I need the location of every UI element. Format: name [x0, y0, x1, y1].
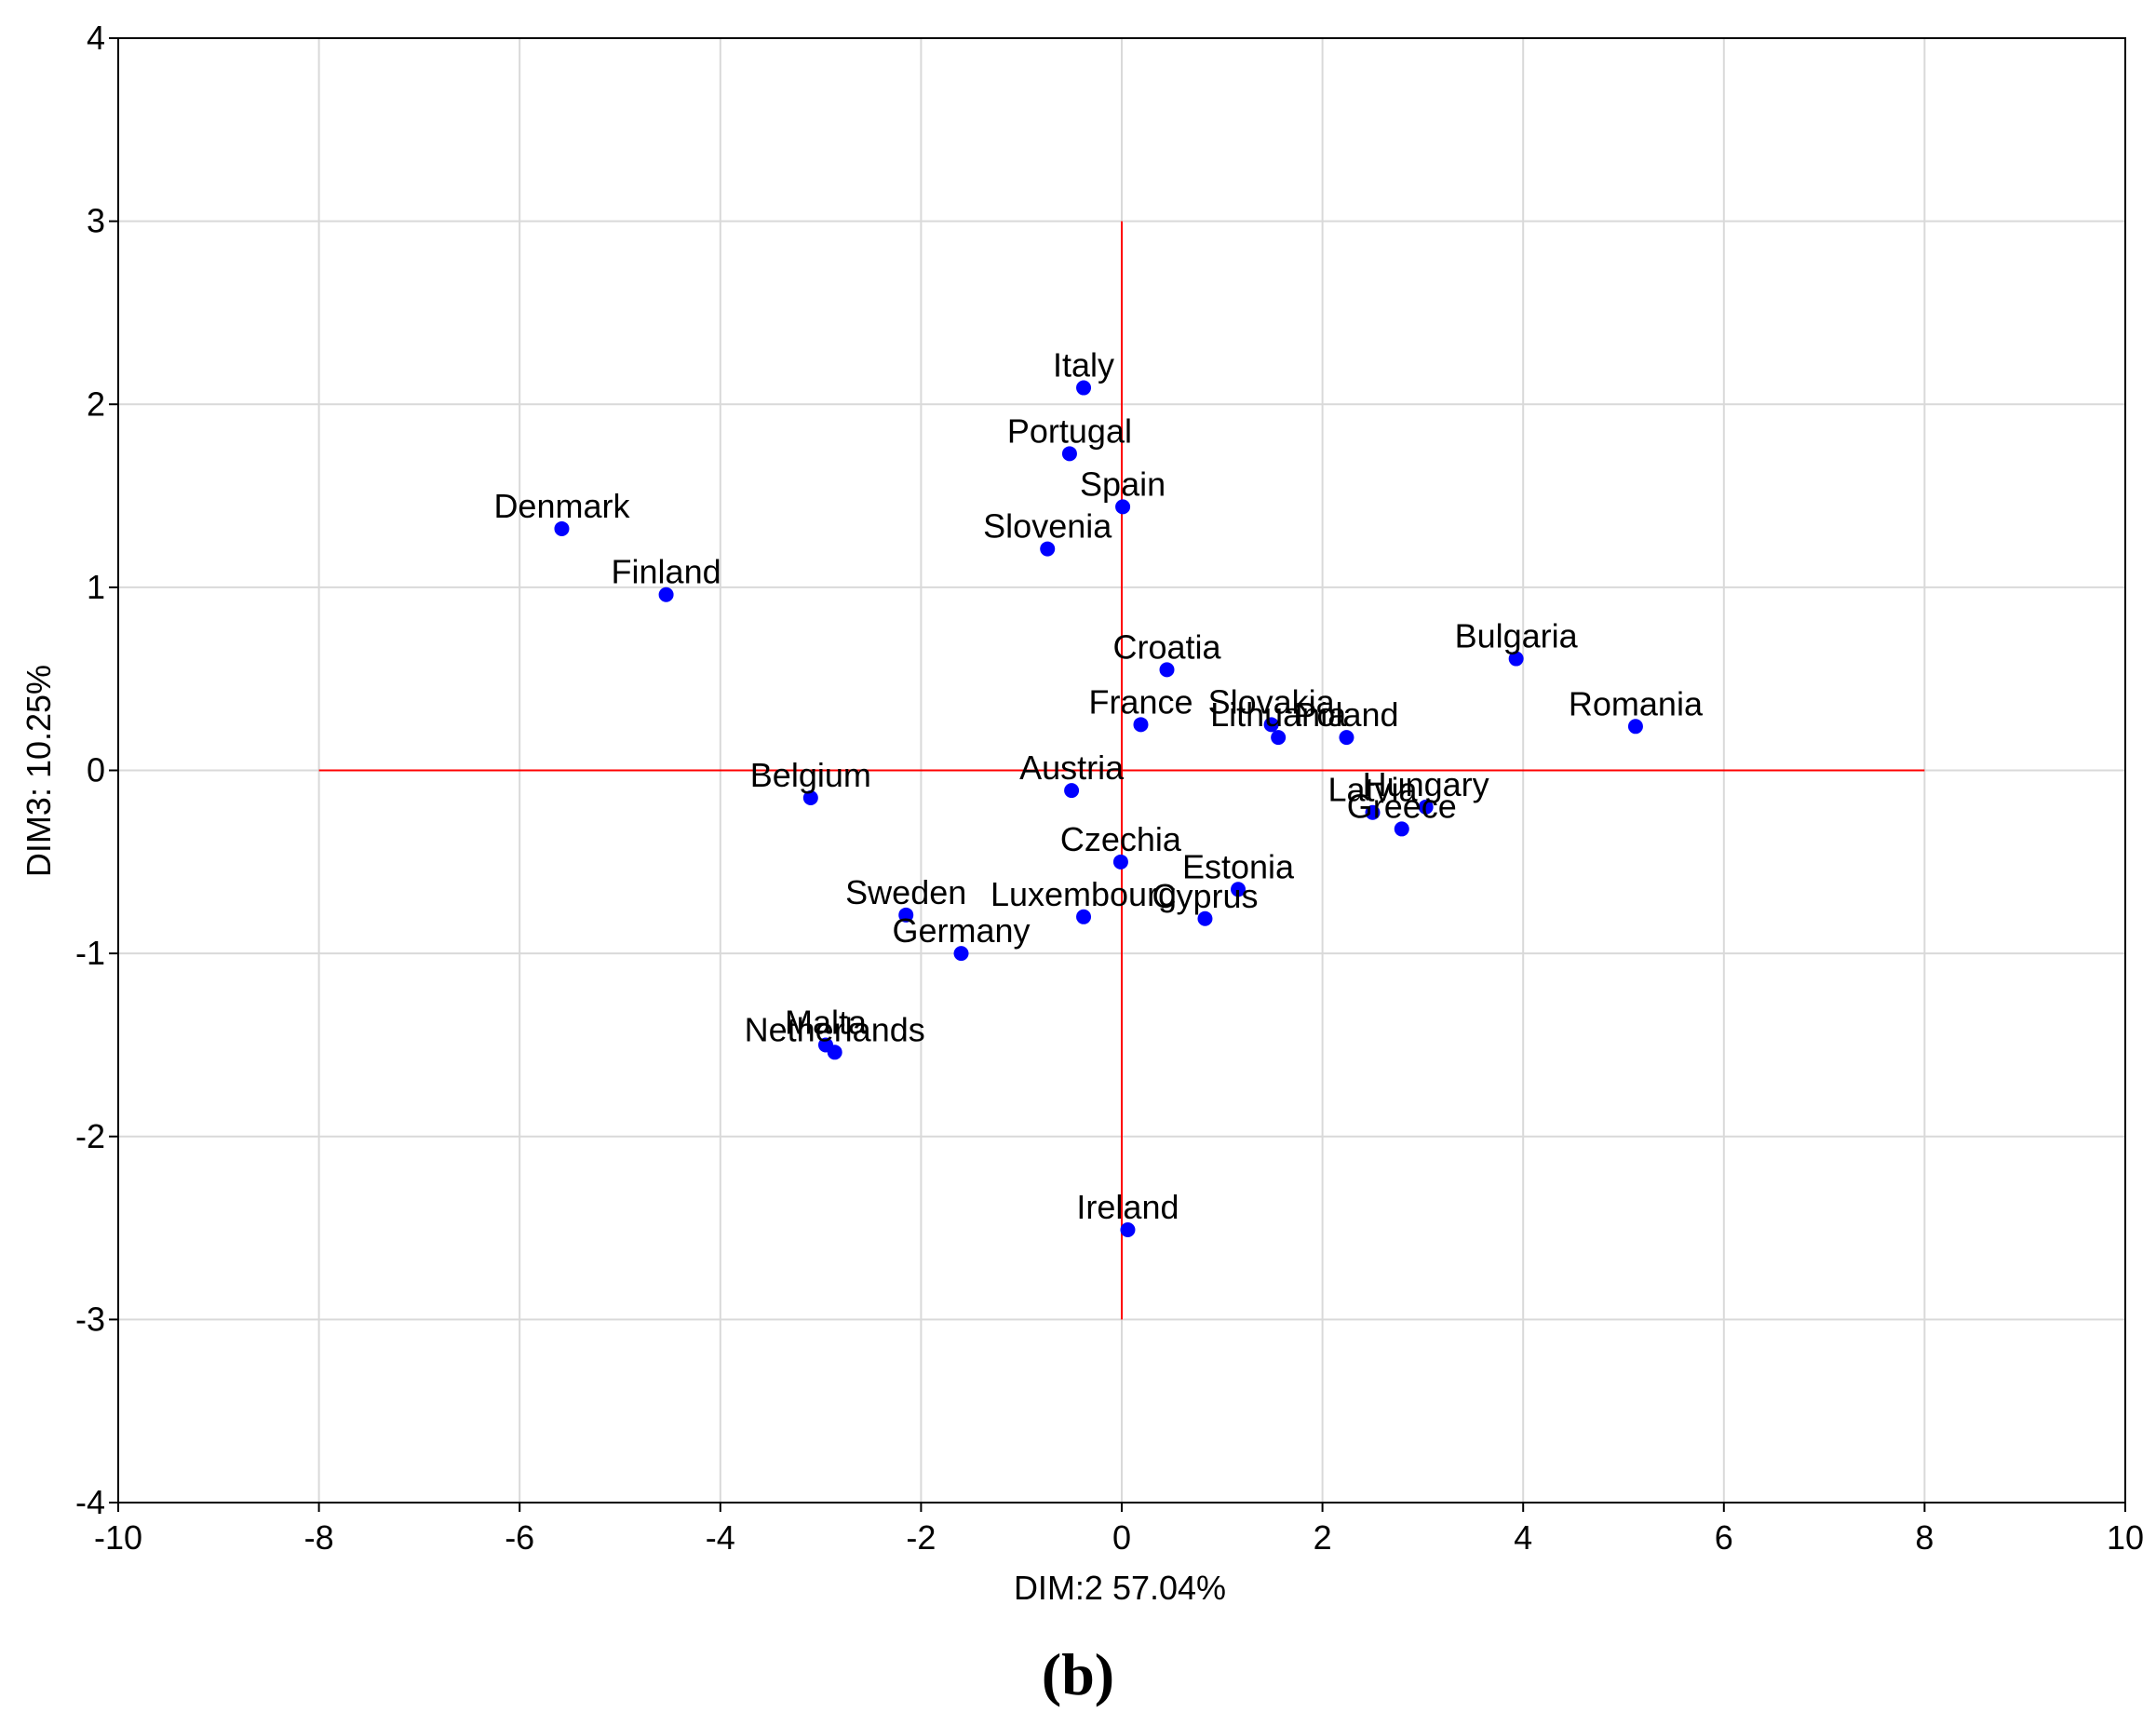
- reference-lines: [318, 221, 1925, 1320]
- point-label: Croatia: [1112, 627, 1221, 666]
- data-point: [1112, 854, 1128, 870]
- data-point: [953, 946, 969, 962]
- point-label: Romania: [1569, 684, 1704, 722]
- x-tick-label: 8: [1915, 1518, 1934, 1557]
- y-tick-label: -4: [75, 1483, 105, 1521]
- data-point: [1061, 446, 1077, 462]
- data-point: [658, 587, 674, 602]
- data-point: [1197, 910, 1213, 926]
- data-point: [1064, 783, 1080, 799]
- point-label: Estonia: [1182, 847, 1295, 885]
- data-point: [1394, 821, 1409, 837]
- data-point: [554, 520, 570, 536]
- data-point: [1120, 1222, 1136, 1238]
- data-point: [1076, 380, 1092, 396]
- y-tick-label: -1: [75, 934, 105, 972]
- x-tick-label: 0: [1112, 1518, 1131, 1557]
- y-axis-label: DIM3: 10.25%: [20, 665, 58, 877]
- data-point: [1418, 799, 1434, 815]
- point-label: Germany: [892, 911, 1030, 950]
- data-point: [1271, 730, 1287, 746]
- point-label: France: [1088, 682, 1193, 721]
- y-tick-label: 4: [87, 19, 105, 57]
- point-label: Malta: [785, 1003, 868, 1041]
- x-tick-label: 4: [1514, 1518, 1532, 1557]
- data-point: [1263, 717, 1279, 733]
- y-tick-label: 2: [87, 384, 105, 423]
- data-point: [1508, 651, 1524, 667]
- point-label: Spain: [1080, 465, 1166, 503]
- point-label: Lithuania: [1210, 695, 1347, 734]
- x-tick-label: 6: [1715, 1518, 1733, 1557]
- y-tick-label: -2: [75, 1117, 105, 1155]
- point-label: Czechia: [1060, 820, 1182, 858]
- point-label: Bulgaria: [1455, 617, 1579, 655]
- point-label: Greece: [1347, 787, 1457, 825]
- x-tick-label: -4: [706, 1518, 735, 1557]
- y-tick-label: 1: [87, 568, 105, 606]
- point-label: Poland: [1294, 695, 1398, 734]
- data-point: [1133, 717, 1149, 733]
- data-point: [1159, 662, 1175, 678]
- point-label: Slovakia: [1208, 682, 1336, 721]
- point-label: Austria: [1019, 748, 1125, 787]
- data-point: [1076, 909, 1092, 924]
- data-point: [1231, 882, 1246, 897]
- point-label: Ireland: [1076, 1188, 1179, 1226]
- x-tick-label: -8: [304, 1518, 334, 1557]
- point-label: Italy: [1053, 346, 1114, 384]
- point-label: Denmark: [493, 487, 630, 525]
- point-label: Belgium: [750, 756, 871, 794]
- point-label: Luxembourg: [990, 875, 1177, 913]
- y-tick-label: -3: [75, 1300, 105, 1338]
- data-point: [1627, 719, 1643, 735]
- point-label: Cyprus: [1152, 877, 1258, 915]
- data-point: [1040, 541, 1056, 557]
- point-label: Latvia: [1327, 771, 1418, 809]
- data-point: [1339, 730, 1354, 746]
- point-label: Netherlands: [745, 1010, 925, 1048]
- point-label: Finland: [612, 553, 721, 591]
- data-point: [802, 789, 818, 805]
- data-points: Italy Portugal Spain Slovenia Denmark Finland…: [493, 346, 1704, 1238]
- x-axis-label: DIM:2 57.04%: [1014, 1569, 1226, 1607]
- point-label: Sweden: [845, 873, 966, 911]
- x-tick-label: -10: [94, 1518, 142, 1557]
- data-point: [898, 907, 914, 923]
- point-label: Hungary: [1363, 765, 1489, 803]
- x-tick-label: -6: [505, 1518, 534, 1557]
- y-tick-label: 0: [87, 751, 105, 789]
- x-tick-label: 2: [1314, 1518, 1332, 1557]
- data-point: [827, 1045, 842, 1060]
- point-label: Portugal: [1007, 411, 1132, 450]
- panel-label: (b): [1042, 1641, 1114, 1707]
- x-tick-label: 10: [2107, 1518, 2144, 1557]
- data-point: [1365, 804, 1381, 820]
- x-tick-label: -2: [906, 1518, 936, 1557]
- point-label: Slovenia: [983, 507, 1112, 546]
- y-tick-label: 3: [87, 202, 105, 240]
- data-point: [1115, 499, 1131, 515]
